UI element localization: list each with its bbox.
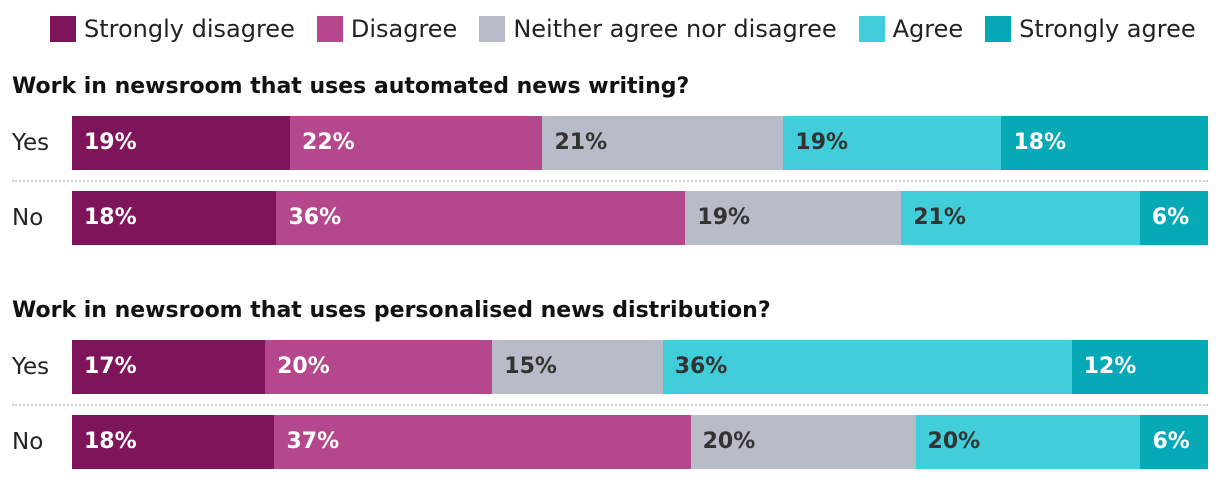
data-label: 12%: [1083, 354, 1137, 379]
legend-item-agree: Agree: [858, 15, 964, 43]
group-title-automated-writing: Work in newsroom that uses automated new…: [12, 74, 690, 99]
data-label: 6%: [1151, 205, 1190, 230]
legend-label-neither: Neither agree nor disagree: [513, 15, 837, 43]
bar-segment-agree: 36%: [662, 340, 1072, 394]
bar-segment-strongly-disagree: 17%: [72, 340, 266, 394]
bar-segment-agree: 21%: [901, 191, 1140, 245]
data-label: 6%: [1152, 429, 1190, 454]
bar-segment-agree: 19%: [783, 116, 1002, 170]
data-label: 17%: [84, 354, 137, 379]
bar-segment-strongly-agree: 6%: [1140, 415, 1208, 469]
legend-swatch-neither: [479, 16, 506, 42]
data-label: 22%: [302, 130, 355, 155]
legend-swatch-disagree: [316, 16, 343, 42]
data-label: 18%: [84, 429, 137, 454]
data-label: 18%: [1013, 130, 1067, 155]
data-label: 20%: [927, 429, 981, 454]
data-label: 19%: [84, 130, 137, 155]
legend-label-strongly-agree: Strongly agree: [1019, 15, 1196, 43]
bar-segment-disagree: 22%: [290, 116, 543, 170]
legend-swatch-agree: [858, 16, 885, 42]
legend-swatch-strongly-disagree: [50, 16, 76, 42]
row-label-automated-no: No: [12, 205, 44, 231]
data-label: 20%: [277, 354, 330, 379]
bar-segment-disagree: 36%: [276, 191, 686, 245]
data-label: 37%: [286, 429, 340, 454]
data-label: 21%: [913, 205, 966, 230]
legend-item-strongly-disagree: Strongly disagree: [50, 15, 295, 43]
bar-segment-strongly-agree: 12%: [1071, 340, 1208, 394]
legend-label-strongly-disagree: Strongly disagree: [84, 15, 295, 43]
legend-item-strongly-agree: Strongly agree: [985, 15, 1196, 43]
bar-segment-neither-agree-nor-disagree: 21%: [542, 116, 784, 170]
row-divider: [12, 404, 1208, 406]
data-label: 15%: [504, 354, 557, 379]
row-divider: [12, 180, 1208, 182]
legend-item-disagree: Disagree: [316, 15, 458, 43]
data-label: 36%: [674, 354, 728, 379]
data-label: 19%: [697, 205, 751, 230]
legend: Strongly disagree Disagree Neither agree…: [50, 12, 1218, 46]
bar-segment-disagree: 20%: [265, 340, 493, 394]
bar-segment-agree: 20%: [915, 415, 1141, 469]
row-label-personalised-no: No: [12, 429, 44, 455]
data-label: 18%: [84, 205, 137, 230]
bar-personalised-yes: 17% 20% 15% 36% 12%: [72, 340, 1208, 394]
bar-personalised-no: 18% 37% 20% 20% 6%: [72, 415, 1208, 469]
data-label: 19%: [795, 130, 849, 155]
legend-swatch-strongly-agree: [985, 16, 1012, 42]
row-label-personalised-yes: Yes: [12, 354, 50, 380]
bar-segment-strongly-agree: 6%: [1139, 191, 1208, 245]
legend-label-agree: Agree: [892, 15, 964, 43]
bar-segment-strongly-disagree: 19%: [72, 116, 291, 170]
group-title-personalised-distribution: Work in newsroom that uses personalised …: [12, 298, 771, 323]
bar-segment-strongly-disagree: 18%: [72, 415, 275, 469]
row-label-automated-yes: Yes: [12, 130, 50, 156]
legend-item-neither: Neither agree nor disagree: [479, 15, 837, 43]
bar-segment-strongly-disagree: 18%: [72, 191, 277, 245]
bar-segment-neither-agree-nor-disagree: 15%: [492, 340, 663, 394]
legend-label-disagree: Disagree: [350, 15, 458, 43]
data-label: 20%: [702, 429, 756, 454]
bar-segment-disagree: 37%: [274, 415, 691, 469]
bar-automated-yes: 19% 22% 21% 19% 18%: [72, 116, 1208, 170]
bar-segment-neither-agree-nor-disagree: 20%: [690, 415, 916, 469]
bar-segment-neither-agree-nor-disagree: 19%: [685, 191, 902, 245]
bar-segment-strongly-agree: 18%: [1001, 116, 1208, 170]
bar-automated-no: 18% 36% 19% 21% 6%: [72, 191, 1208, 245]
data-label: 21%: [554, 130, 608, 155]
data-label: 36%: [288, 205, 342, 230]
